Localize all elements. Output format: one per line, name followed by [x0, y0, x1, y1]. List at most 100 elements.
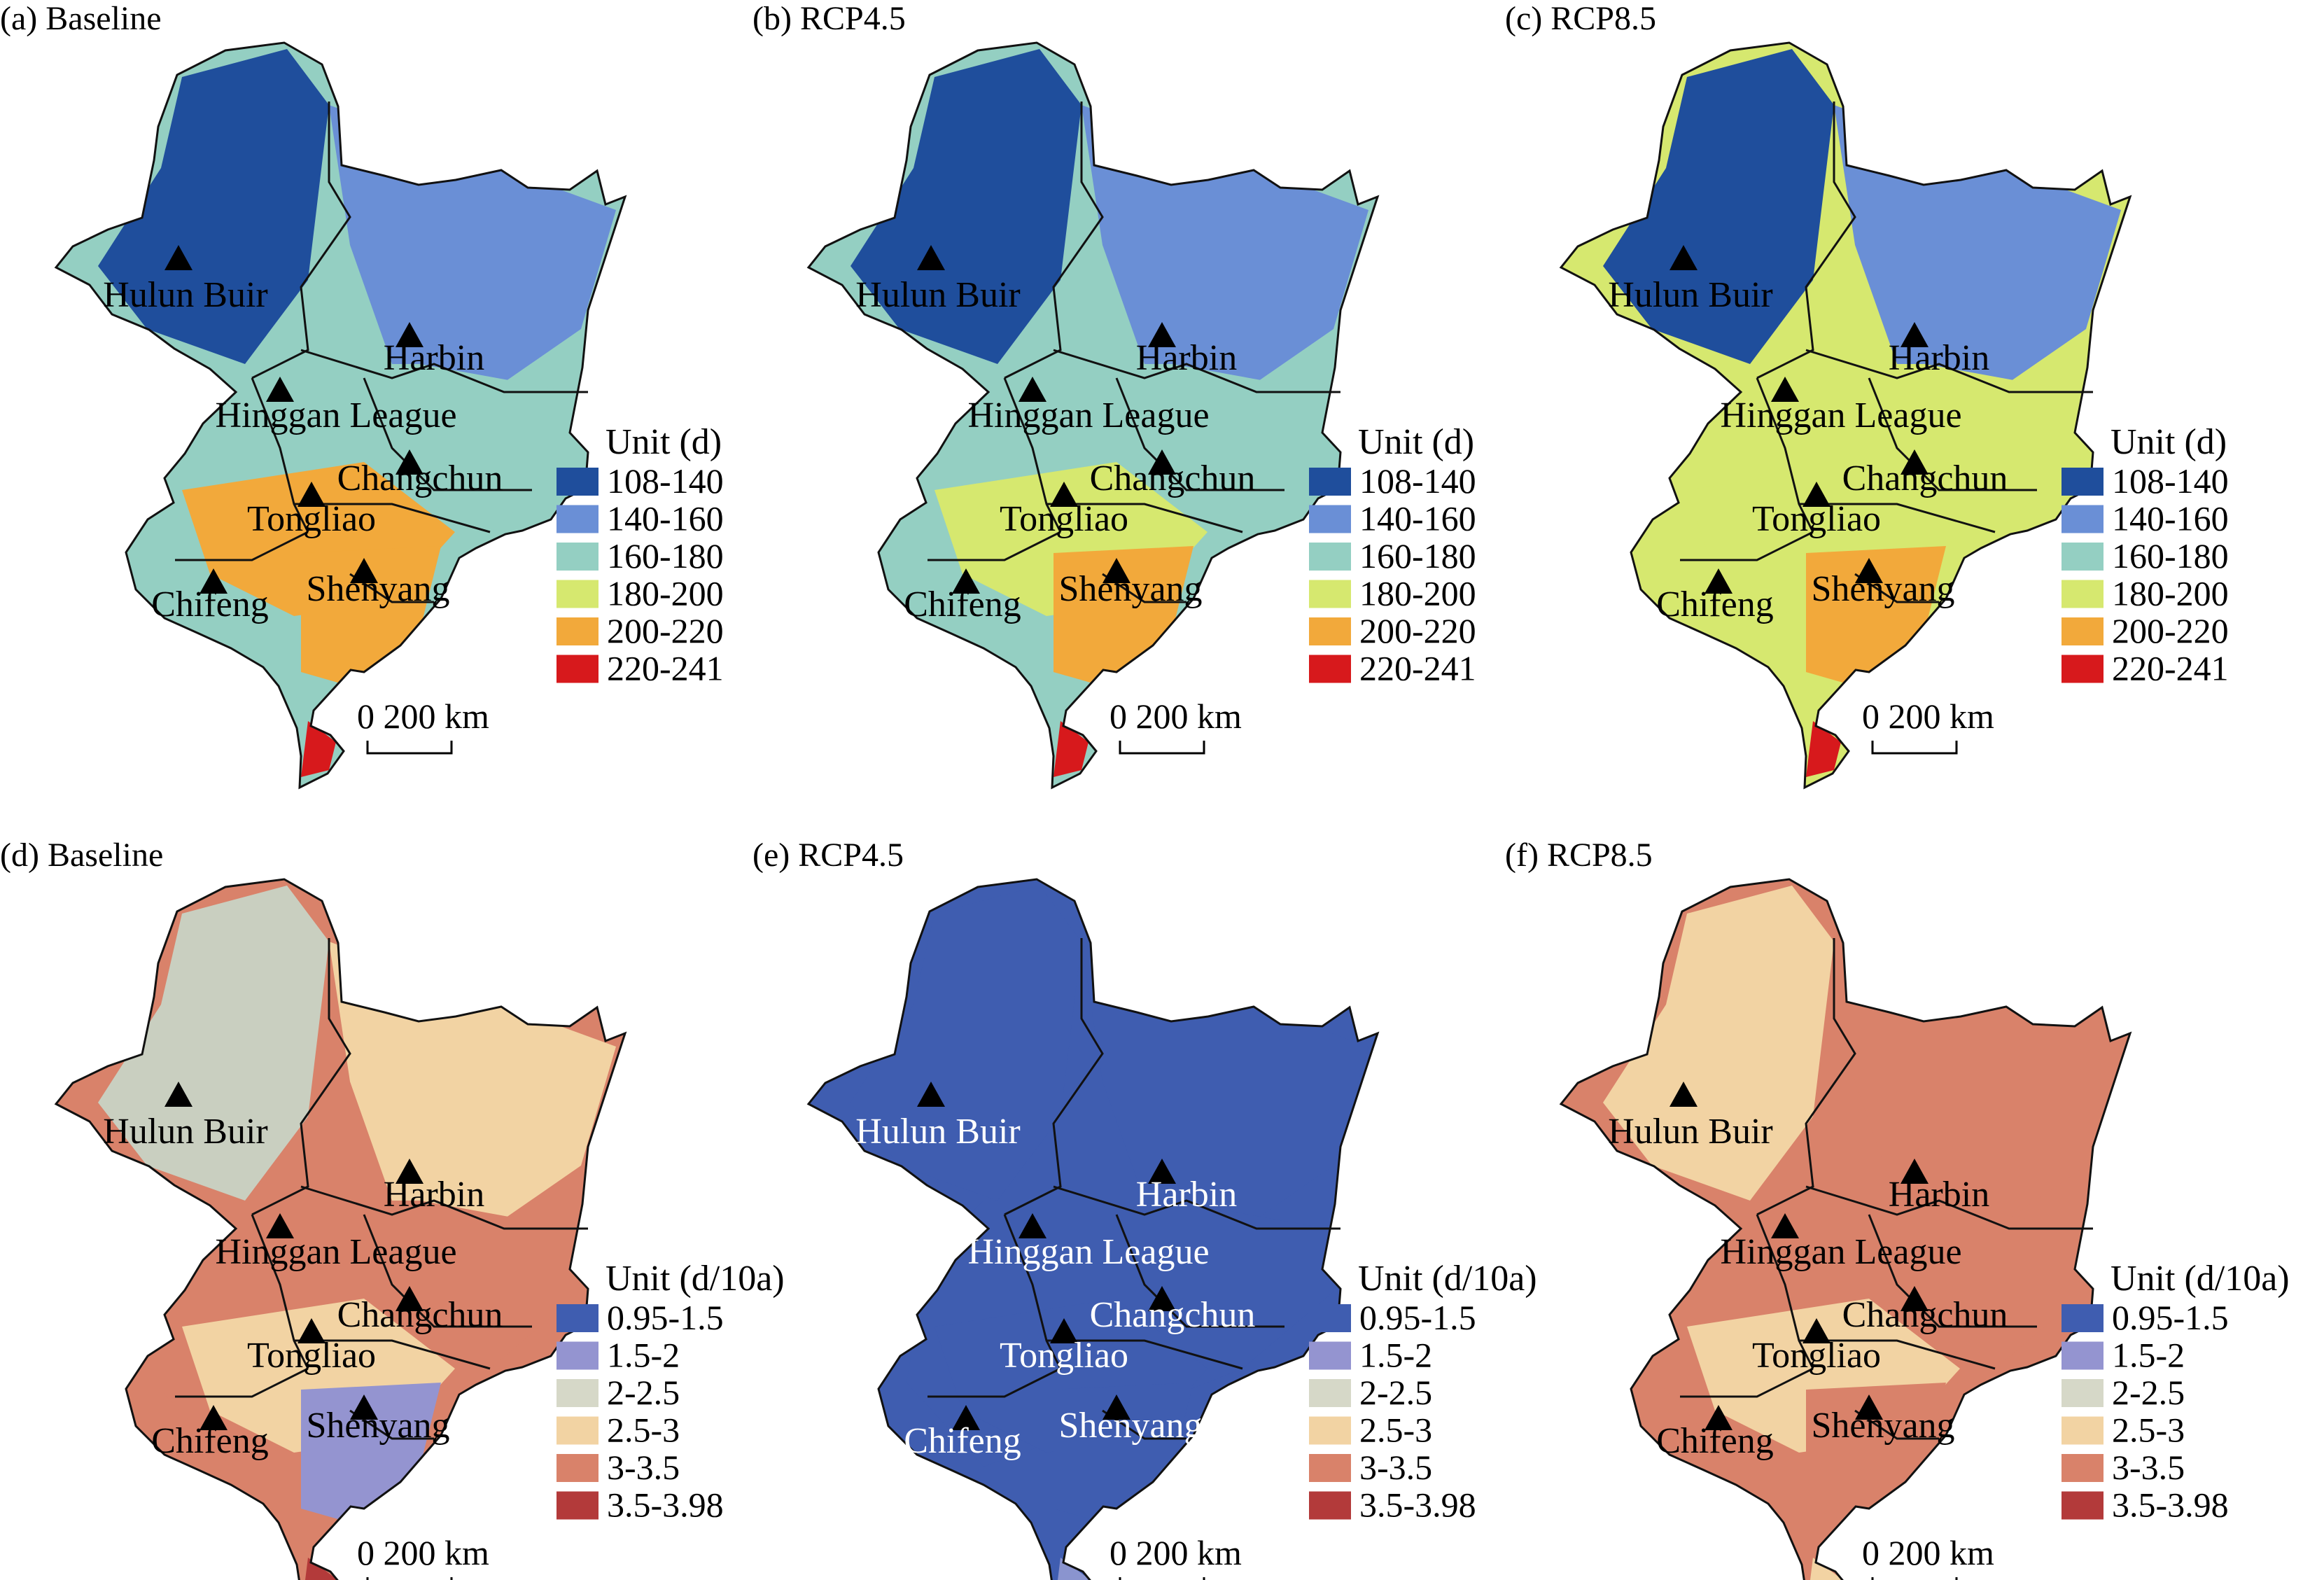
legend-swatch [556, 543, 598, 571]
scale-bar: 0 200 km [1110, 1533, 1242, 1580]
legend-swatch [1309, 505, 1351, 533]
legend-item-label: 0.95-1.5 [607, 1298, 724, 1337]
legend-item-label: 140-160 [607, 499, 724, 538]
city-marker-icon [1704, 568, 1732, 594]
legend-swatch [2062, 617, 2104, 645]
province-boundary [1003, 377, 1062, 533]
province-boundary [927, 1367, 1061, 1398]
city-label: Hinggan League [1720, 1232, 1961, 1272]
province-boundary [251, 102, 351, 379]
city-label: Harbin [384, 1175, 484, 1215]
legend-swatch [556, 1379, 598, 1407]
province-boundary [1799, 1339, 1996, 1370]
city-marker-icon [200, 1405, 227, 1430]
legend-item-label: 2-2.5 [2112, 1373, 2185, 1412]
legend-item-label: 108-140 [2112, 461, 2229, 501]
legend-item-label: 140-160 [2112, 499, 2229, 538]
city-label: Shenyang [1058, 569, 1202, 609]
legend: Unit (d/10a)0.95-1.51.5-22-2.52.5-33-3.5… [2062, 1259, 2290, 1525]
city-marker-icon [952, 1405, 980, 1430]
city-label: Hulun Buir [1608, 1112, 1772, 1152]
panel-b: (b) RCP4.5 Hulun Buir Harbin Hinggan League… [752, 0, 1476, 790]
legend-item-label: 160-180 [2112, 536, 2229, 575]
city-label: Harbin [1136, 338, 1237, 378]
legend-swatch [2062, 580, 2104, 608]
province-boundary [1046, 1339, 1243, 1370]
legend-swatch [1309, 468, 1351, 496]
province-boundary [1854, 573, 1939, 603]
scale-bar-line [1119, 1577, 1205, 1580]
legend-item-label: 1.5-2 [1359, 1336, 1432, 1375]
province-boundary [1003, 1214, 1062, 1369]
legend: Unit (d)108-140140-160160-180180-200200-… [2062, 422, 2229, 688]
city-marker-icon [1050, 1318, 1078, 1343]
zone-6 [1806, 721, 1841, 777]
city-marker-icon [1900, 1286, 1928, 1311]
scale-bar-label: 0 200 km [1110, 1533, 1242, 1572]
province-boundary [1004, 938, 1104, 1216]
panel-title: (e) RCP4.5 [752, 837, 904, 874]
city-label: Chifeng [904, 1421, 1021, 1461]
legend-item-label: 2.5-3 [1359, 1411, 1432, 1450]
zone-5 [1806, 546, 1946, 686]
city-label: Chifeng [904, 585, 1021, 624]
region-outline [1559, 41, 2132, 790]
legend-swatch [556, 505, 598, 533]
scale-bar-label: 0 200 km [1110, 697, 1242, 736]
legend-title: Unit (d/10a) [606, 1259, 785, 1299]
scale-bar-line [1119, 741, 1205, 755]
region-outline [1559, 878, 2132, 1580]
province-boundary [349, 573, 434, 603]
zone-1 [98, 49, 329, 364]
region-outline [54, 41, 627, 790]
legend-title: Unit (d/10a) [1358, 1259, 1537, 1299]
zone-5 [301, 1383, 441, 1523]
legend-swatch [2062, 543, 2104, 571]
city-marker-icon [1704, 1405, 1732, 1430]
city-marker-icon [1771, 1213, 1799, 1238]
legend-item-label: 108-140 [607, 461, 724, 501]
legend-swatch [556, 468, 598, 496]
city-label: Hulun Buir [103, 1112, 267, 1152]
legend-swatch [2062, 1454, 2104, 1482]
city-marker-icon [200, 568, 227, 594]
city-label: Changchun [1090, 1295, 1256, 1335]
scale-bar: 0 200 km [1110, 697, 1242, 755]
zone-1 [850, 886, 1082, 1201]
panel-title: (b) RCP4.5 [752, 0, 906, 37]
city-label: Chifeng [151, 1421, 269, 1461]
scale-bar: 0 200 km [1862, 697, 1994, 755]
zone-6 [1054, 1558, 1088, 1580]
legend-swatch [2062, 1304, 2104, 1332]
legend-item-label: 0.95-1.5 [1359, 1298, 1476, 1337]
province-boundary [1680, 1367, 1814, 1398]
city-marker-icon [917, 1082, 945, 1107]
legend-item-label: 180-200 [2112, 574, 2229, 613]
legend-item-label: 2.5-3 [607, 1411, 680, 1450]
legend-item-label: 160-180 [607, 536, 724, 575]
city-label: Changchun [1090, 459, 1256, 498]
city-label: Hinggan League [967, 396, 1209, 435]
legend-swatch [556, 1454, 598, 1482]
city-label: Hinggan League [215, 396, 456, 435]
city-label: Harbin [1136, 1175, 1237, 1215]
legend-title: Unit (d) [606, 422, 722, 462]
legend: Unit (d/10a)0.95-1.51.5-22-2.52.5-33-3.5… [556, 1259, 785, 1525]
panel-d: (d) Baseline Hulun Buir Harbin Hinggan Leag… [0, 837, 785, 1580]
province-boundary [1053, 349, 1340, 393]
city-marker-icon [1802, 482, 1830, 507]
zone-1 [1603, 49, 1834, 364]
legend-title: Unit (d) [1358, 422, 1474, 462]
legend-swatch [1309, 1304, 1351, 1332]
province-boundary [251, 377, 309, 533]
city-label: Chifeng [1656, 1421, 1774, 1461]
legend-swatch [556, 1416, 598, 1445]
province-boundary [1053, 1185, 1340, 1230]
province-boundary [175, 531, 309, 561]
city-label: Hinggan League [1720, 396, 1961, 435]
legend-swatch [556, 580, 598, 608]
province-boundary [300, 349, 588, 393]
city-marker-icon [1148, 449, 1176, 475]
province-boundary [1756, 938, 1856, 1216]
